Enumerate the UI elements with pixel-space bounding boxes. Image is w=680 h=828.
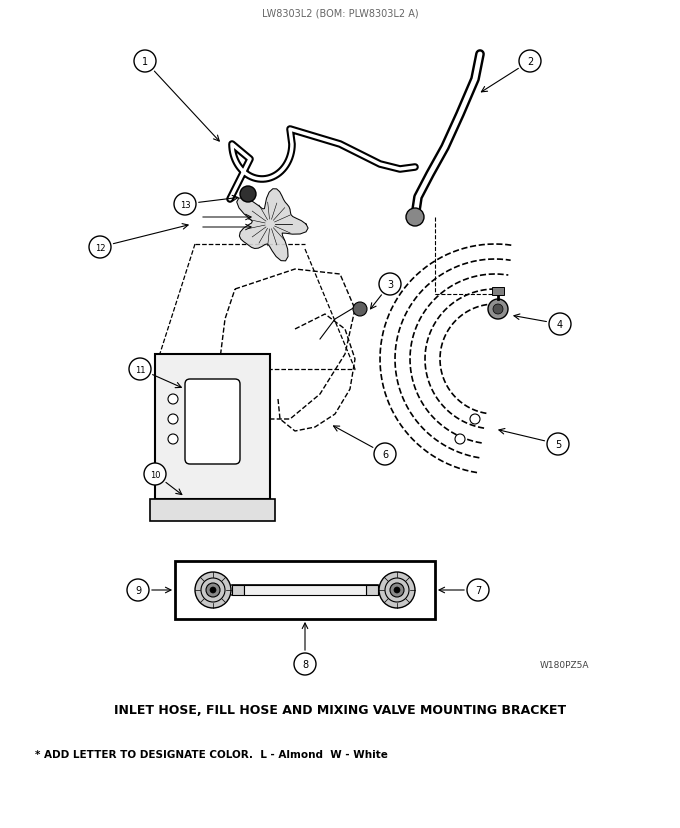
Polygon shape [237,190,308,262]
Circle shape [168,435,178,445]
Circle shape [547,434,569,455]
Circle shape [455,435,465,445]
Text: * ADD LETTER TO DESIGNATE COLOR.  L - Almond  W - White: * ADD LETTER TO DESIGNATE COLOR. L - Alm… [35,749,388,759]
Circle shape [493,305,503,315]
Text: 5: 5 [555,440,561,450]
Bar [492,287,504,296]
Text: 1: 1 [142,57,148,67]
Bar [232,585,244,595]
Text: 4: 4 [557,320,563,330]
Text: 12: 12 [95,243,105,253]
Circle shape [195,572,231,609]
Text: INLET HOSE, FILL HOSE AND MIXING VALVE MOUNTING BRACKET: INLET HOSE, FILL HOSE AND MIXING VALVE M… [114,703,566,715]
Circle shape [470,415,480,425]
Text: 13: 13 [180,200,190,209]
Circle shape [210,587,216,594]
Circle shape [144,464,166,485]
Text: 6: 6 [382,450,388,460]
Circle shape [89,237,111,258]
Bar [150,499,275,522]
Bar [366,585,378,595]
Circle shape [168,415,178,425]
Text: 7: 7 [475,585,481,595]
Circle shape [390,583,404,597]
Circle shape [374,444,396,465]
Circle shape [353,303,367,316]
Circle shape [168,394,178,405]
Circle shape [240,187,256,203]
Text: 10: 10 [150,470,160,479]
Bar [155,354,270,499]
Text: 3: 3 [387,280,393,290]
Text: 11: 11 [135,365,146,374]
Circle shape [134,51,156,73]
Text: LW8303L2 (BOM: PLW8303L2 A): LW8303L2 (BOM: PLW8303L2 A) [262,8,418,18]
Circle shape [488,300,508,320]
Bar [175,561,435,619]
Text: 2: 2 [527,57,533,67]
Circle shape [174,194,196,216]
Circle shape [127,580,149,601]
Text: 9: 9 [135,585,141,595]
Circle shape [549,314,571,335]
Circle shape [467,580,489,601]
Circle shape [394,587,400,594]
Circle shape [379,572,415,609]
Circle shape [206,583,220,597]
Text: 8: 8 [302,659,308,669]
Circle shape [406,209,424,227]
Circle shape [129,359,151,381]
Circle shape [519,51,541,73]
Bar [244,585,366,595]
Circle shape [379,274,401,296]
FancyBboxPatch shape [185,379,240,465]
Circle shape [294,653,316,675]
Text: W180PZ5A: W180PZ5A [540,660,590,669]
